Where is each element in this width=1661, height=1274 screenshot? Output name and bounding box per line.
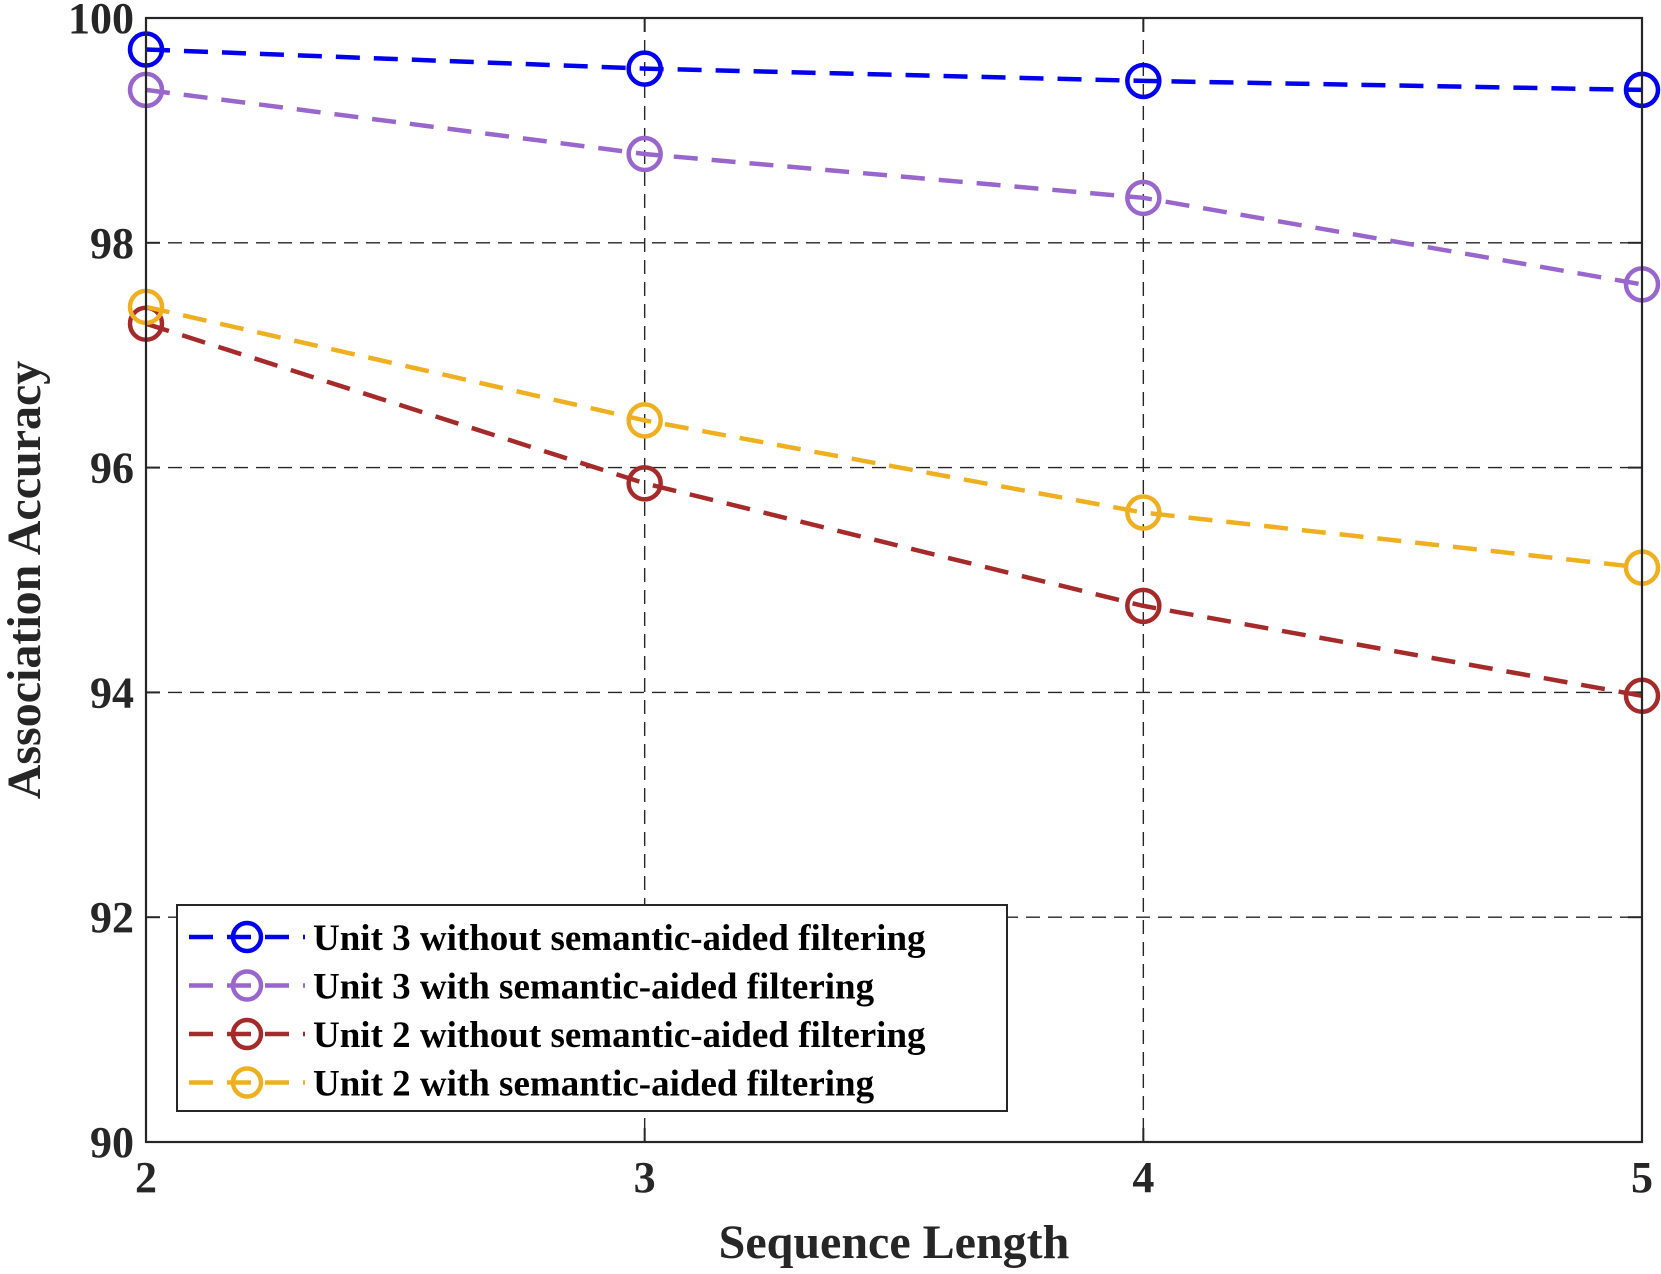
y-tick-label-3: 96 xyxy=(90,444,134,493)
x-tick-label-0: 2 xyxy=(135,1153,157,1202)
legend-marker-0 xyxy=(230,920,264,954)
series-line-0 xyxy=(145,47,1643,93)
x-tick-label-1: 3 xyxy=(634,1153,656,1202)
legend-label-2: Unit 2 without semantic-aided filtering xyxy=(313,1015,926,1056)
legend: Unit 3 without semantic-aided filtering U… xyxy=(176,904,1008,1112)
data-point-0-1 xyxy=(626,50,663,87)
legend-item-3: Unit 2 with semantic-aided filtering xyxy=(189,1064,875,1105)
series-line-3 xyxy=(145,304,1643,570)
y-tick-label-1: 92 xyxy=(90,893,134,942)
legend-label-0: Unit 3 without semantic-aided filtering xyxy=(313,918,926,959)
legend-item-0: Unit 3 without semantic-aided filtering xyxy=(189,918,926,959)
y-axis-label: Association Accuracy xyxy=(0,361,51,800)
legend-marker-2 xyxy=(230,1017,264,1051)
data-point-2-2 xyxy=(1125,587,1162,625)
data-point-1-2 xyxy=(1125,179,1162,217)
data-point-3-2 xyxy=(1125,494,1162,531)
tick-labels: 2 3 4 5 90 92 94 96 98 100 xyxy=(68,0,1653,1202)
y-tick-label-0: 90 xyxy=(90,1118,134,1167)
y-tick-label-4: 98 xyxy=(90,219,134,268)
series-line-2 xyxy=(145,321,1643,699)
legend-item-1: Unit 3 with semantic-aided filtering xyxy=(189,967,875,1008)
data-point-2-1 xyxy=(626,465,663,502)
legend-label-1: Unit 3 with semantic-aided filtering xyxy=(313,967,875,1008)
y-tick-label-5: 100 xyxy=(68,0,134,43)
legend-label-3: Unit 2 with semantic-aided filtering xyxy=(313,1064,875,1105)
plot-frame xyxy=(144,16,1644,1144)
data-point-1-1 xyxy=(626,135,663,173)
legend-box xyxy=(176,904,1008,1112)
series-line-1 xyxy=(145,87,1643,287)
legend-marker-3 xyxy=(230,1066,264,1099)
data-point-3-1 xyxy=(626,402,663,439)
data-point-0-2 xyxy=(1125,62,1162,100)
legend-marker-1 xyxy=(230,969,264,1002)
x-tick-label-2: 4 xyxy=(1132,1153,1154,1202)
x-axis-label: Sequence Length xyxy=(719,1216,1070,1269)
x-tick-label-3: 5 xyxy=(1631,1153,1653,1202)
y-tick-label-2: 94 xyxy=(90,668,134,717)
legend-item-2: Unit 2 without semantic-aided filtering xyxy=(189,1015,926,1056)
